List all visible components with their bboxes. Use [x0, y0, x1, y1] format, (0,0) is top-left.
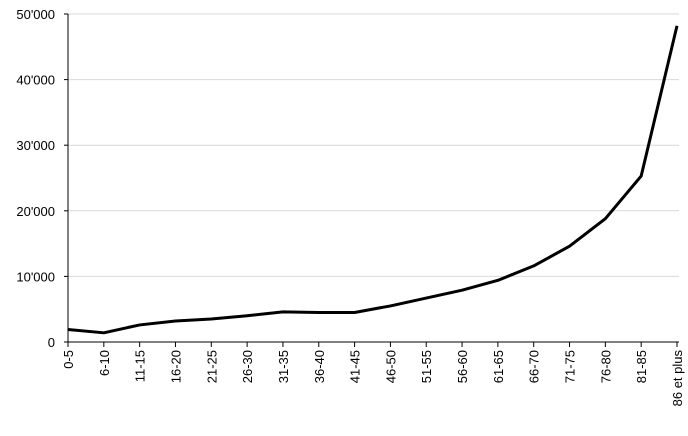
- x-tick-label: 26-30: [240, 350, 255, 383]
- x-tick-label: 21-25: [204, 350, 219, 383]
- x-tick-label: 86 et plus: [670, 350, 685, 407]
- line: [67, 25, 679, 335]
- x-tick-label: 6-10: [97, 350, 112, 376]
- x-tick-label: 71-75: [563, 350, 578, 383]
- x-tick-label: 31-35: [276, 350, 291, 383]
- x-tick-label: 0-5: [61, 350, 76, 369]
- x-tick-label: 16-20: [168, 350, 183, 383]
- y-tick-label: 30'000: [16, 138, 55, 153]
- x-tick-label: 81-85: [634, 350, 649, 383]
- x-tick-label: 41-45: [348, 350, 363, 383]
- x-tick-label: 51-55: [419, 350, 434, 383]
- x-tick-label: 61-65: [491, 350, 506, 383]
- x-tick-label: 46-50: [383, 350, 398, 383]
- y-tick-label: 50'000: [16, 7, 55, 22]
- x-tick-label: 11-15: [133, 350, 148, 382]
- y-tick-label: 10'000: [16, 269, 55, 284]
- y-tick-label: 0: [48, 335, 55, 350]
- y-tick-label: 20'000: [16, 204, 55, 219]
- x-tick-label: 56-60: [455, 350, 470, 383]
- x-tick-label: 36-40: [312, 350, 327, 383]
- x-tick-label: 66-70: [527, 350, 542, 383]
- y-tick-label: 40'000: [16, 73, 55, 88]
- x-tick-label: 76-80: [598, 350, 613, 383]
